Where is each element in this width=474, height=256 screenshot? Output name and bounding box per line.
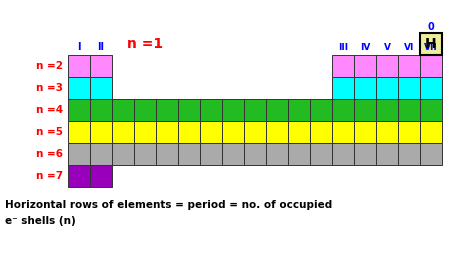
Bar [376,99,398,121]
Bar [288,143,310,165]
Bar [288,121,310,143]
Text: V: V [383,42,391,51]
Bar [90,165,112,187]
Bar [156,99,178,121]
Bar [90,121,112,143]
Bar [178,143,200,165]
Text: VI: VI [404,42,414,51]
Bar [310,143,332,165]
Bar [156,121,178,143]
Bar [266,143,288,165]
Bar [332,77,354,99]
Bar [134,143,156,165]
Bar [420,55,442,77]
Bar [244,143,266,165]
Bar [332,99,354,121]
Bar [398,121,420,143]
Bar [332,121,354,143]
Bar [134,121,156,143]
Text: n =2: n =2 [36,61,63,71]
Text: Horizontal rows of elements = period = no. of occupied: Horizontal rows of elements = period = n… [5,200,332,210]
Bar [354,77,376,99]
Bar [68,99,90,121]
Text: I: I [77,42,81,52]
Text: H: H [425,37,437,51]
Bar [420,33,442,55]
Bar [420,143,442,165]
Bar [156,143,178,165]
Bar [310,99,332,121]
Bar [112,143,134,165]
Bar [354,55,376,77]
Bar [68,55,90,77]
Bar [200,99,222,121]
Text: VII: VII [424,42,438,51]
Bar [200,121,222,143]
Text: II: II [98,42,104,52]
Bar [266,121,288,143]
Text: 0: 0 [428,22,434,32]
Text: n =3: n =3 [36,83,63,93]
Text: III: III [338,42,348,51]
Bar [200,143,222,165]
Bar [90,99,112,121]
Bar [376,55,398,77]
Bar [376,143,398,165]
Bar [68,165,90,187]
Bar [398,77,420,99]
Bar [90,77,112,99]
Bar [332,143,354,165]
Bar [178,121,200,143]
Bar [420,99,442,121]
Bar [222,121,244,143]
Bar [90,143,112,165]
Bar [332,55,354,77]
Bar [420,77,442,99]
Bar [420,121,442,143]
Bar [354,121,376,143]
Text: n =4: n =4 [36,105,63,115]
Bar [398,99,420,121]
Bar [376,121,398,143]
Bar [310,121,332,143]
Bar [244,99,266,121]
Bar [134,99,156,121]
Text: IV: IV [360,42,370,51]
Bar [112,99,134,121]
Text: n =1: n =1 [127,37,163,51]
Bar [266,99,288,121]
Text: n =6: n =6 [36,149,63,159]
Bar [112,121,134,143]
Bar [354,143,376,165]
Bar [68,143,90,165]
Bar [376,77,398,99]
Bar [288,99,310,121]
Bar [398,143,420,165]
Bar [354,99,376,121]
Bar [222,99,244,121]
Bar [68,77,90,99]
Bar [178,99,200,121]
Bar [398,55,420,77]
Text: n =7: n =7 [36,171,63,181]
Text: n =5: n =5 [36,127,63,137]
Bar [222,143,244,165]
Bar [90,55,112,77]
Bar [68,121,90,143]
Bar [244,121,266,143]
Text: e⁻ shells (n): e⁻ shells (n) [5,216,76,226]
